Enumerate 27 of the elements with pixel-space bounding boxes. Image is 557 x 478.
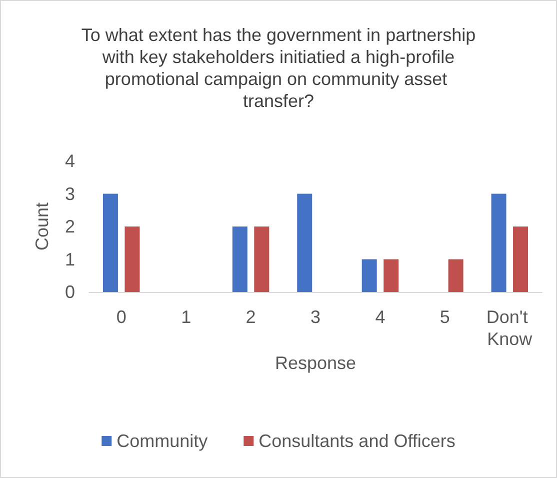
bar	[384, 259, 399, 292]
legend-label: Consultants and Officers	[258, 431, 456, 451]
bar	[362, 259, 377, 292]
x-tick-label: 0	[116, 307, 126, 327]
x-tick-label: Don't Know	[486, 307, 534, 349]
x-tick-label: 4	[375, 307, 386, 327]
x-tick-label: 2	[246, 307, 256, 327]
bar	[491, 194, 506, 292]
y-tick-label: 0	[64, 282, 75, 302]
bar	[232, 226, 248, 292]
bar	[254, 226, 270, 292]
chart-title: To what extent has the government in partnership with key stakeholders initiatied a high-profile promotional campaign on community asset transfer?	[81, 25, 476, 111]
x-tick-label: 1	[181, 307, 192, 327]
bar	[102, 194, 118, 292]
y-tick-label: 4	[64, 151, 75, 171]
y-tick-label: 2	[64, 216, 75, 236]
y-axis-title: Count	[32, 202, 52, 251]
y-tick-label: 1	[64, 249, 75, 270]
x-tick-label: 5	[440, 307, 450, 327]
y-tick-label: 3	[64, 184, 75, 204]
bar	[448, 259, 464, 292]
legend-label: Community	[116, 431, 208, 451]
bar	[124, 226, 140, 292]
bar	[297, 194, 312, 292]
x-axis-title: Response	[274, 353, 356, 373]
x-tick-label: 3	[310, 307, 321, 327]
bar	[513, 226, 528, 292]
